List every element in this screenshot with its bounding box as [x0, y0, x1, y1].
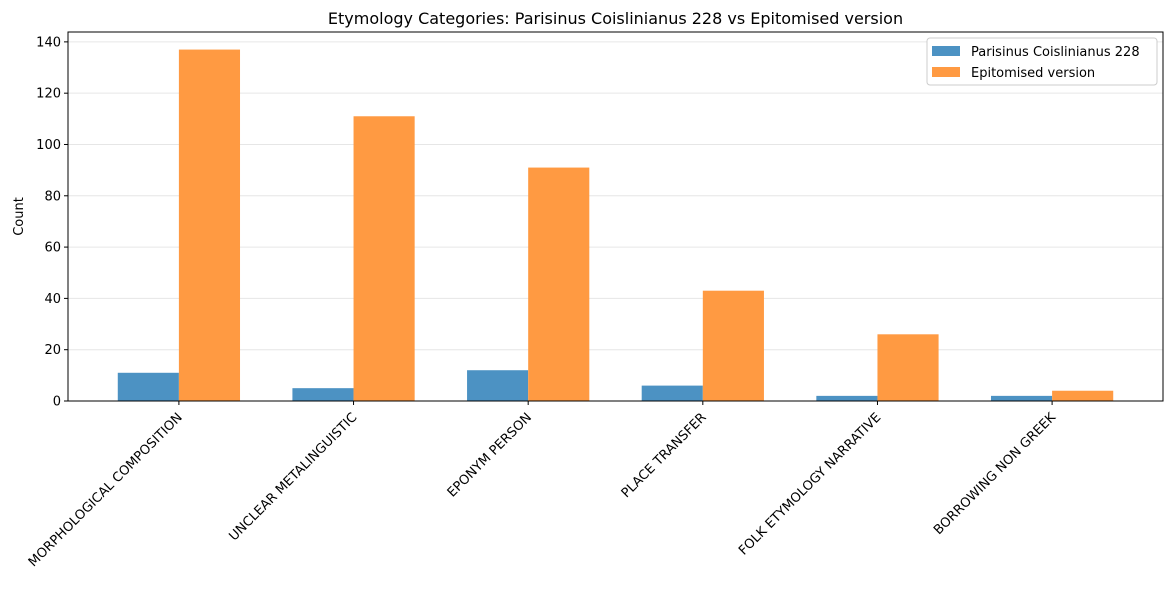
bar-epitomised — [353, 116, 415, 401]
bar-parisinus — [117, 372, 179, 401]
x-tick-label: UNCLEAR METALINGUISTIC — [226, 410, 360, 544]
chart-title: Etymology Categories: Parisinus Coislini… — [328, 9, 903, 28]
y-axis-label: Count — [12, 197, 27, 236]
y-tick-label: 40 — [44, 292, 61, 307]
y-tick-label: 60 — [44, 241, 61, 256]
bar-epitomised — [1052, 390, 1114, 401]
legend-swatch — [932, 67, 960, 77]
bar-epitomised — [877, 334, 939, 401]
y-tick-label: 140 — [36, 35, 61, 50]
y-tick-label: 0 — [53, 395, 61, 410]
x-tick-label: FOLK ETYMOLOGY NARRATIVE — [736, 410, 884, 558]
bar-epitomised — [178, 49, 241, 401]
y-tick-label: 20 — [44, 343, 61, 358]
legend-swatch — [932, 46, 960, 56]
x-tick-label: EPONYM PERSON — [445, 410, 535, 500]
x-tick-label: MORPHOLOGICAL COMPOSITION — [26, 410, 186, 570]
bar-parisinus — [990, 395, 1053, 401]
x-tick-label: PLACE TRANSFER — [619, 410, 710, 501]
y-tick-label: 120 — [36, 87, 61, 102]
y-tick-label: 100 — [36, 138, 61, 153]
legend-label: Parisinus Coislinianus 228 — [971, 45, 1140, 60]
x-tick-label: BORROWING NON GREEK — [931, 410, 1059, 538]
bar-epitomised — [702, 290, 764, 401]
bar-epitomised — [528, 167, 590, 401]
plot-frame — [67, 31, 1164, 402]
bar-parisinus — [292, 388, 354, 401]
legend-box — [926, 37, 1158, 86]
bar-parisinus — [816, 395, 878, 401]
legend-label: Epitomised version — [971, 66, 1095, 81]
y-tick-label: 80 — [44, 189, 61, 204]
bar-parisinus — [641, 385, 703, 401]
legend: Parisinus Coislinianus 228 Epitomised ver… — [926, 37, 1158, 86]
bar-parisinus — [467, 370, 529, 401]
